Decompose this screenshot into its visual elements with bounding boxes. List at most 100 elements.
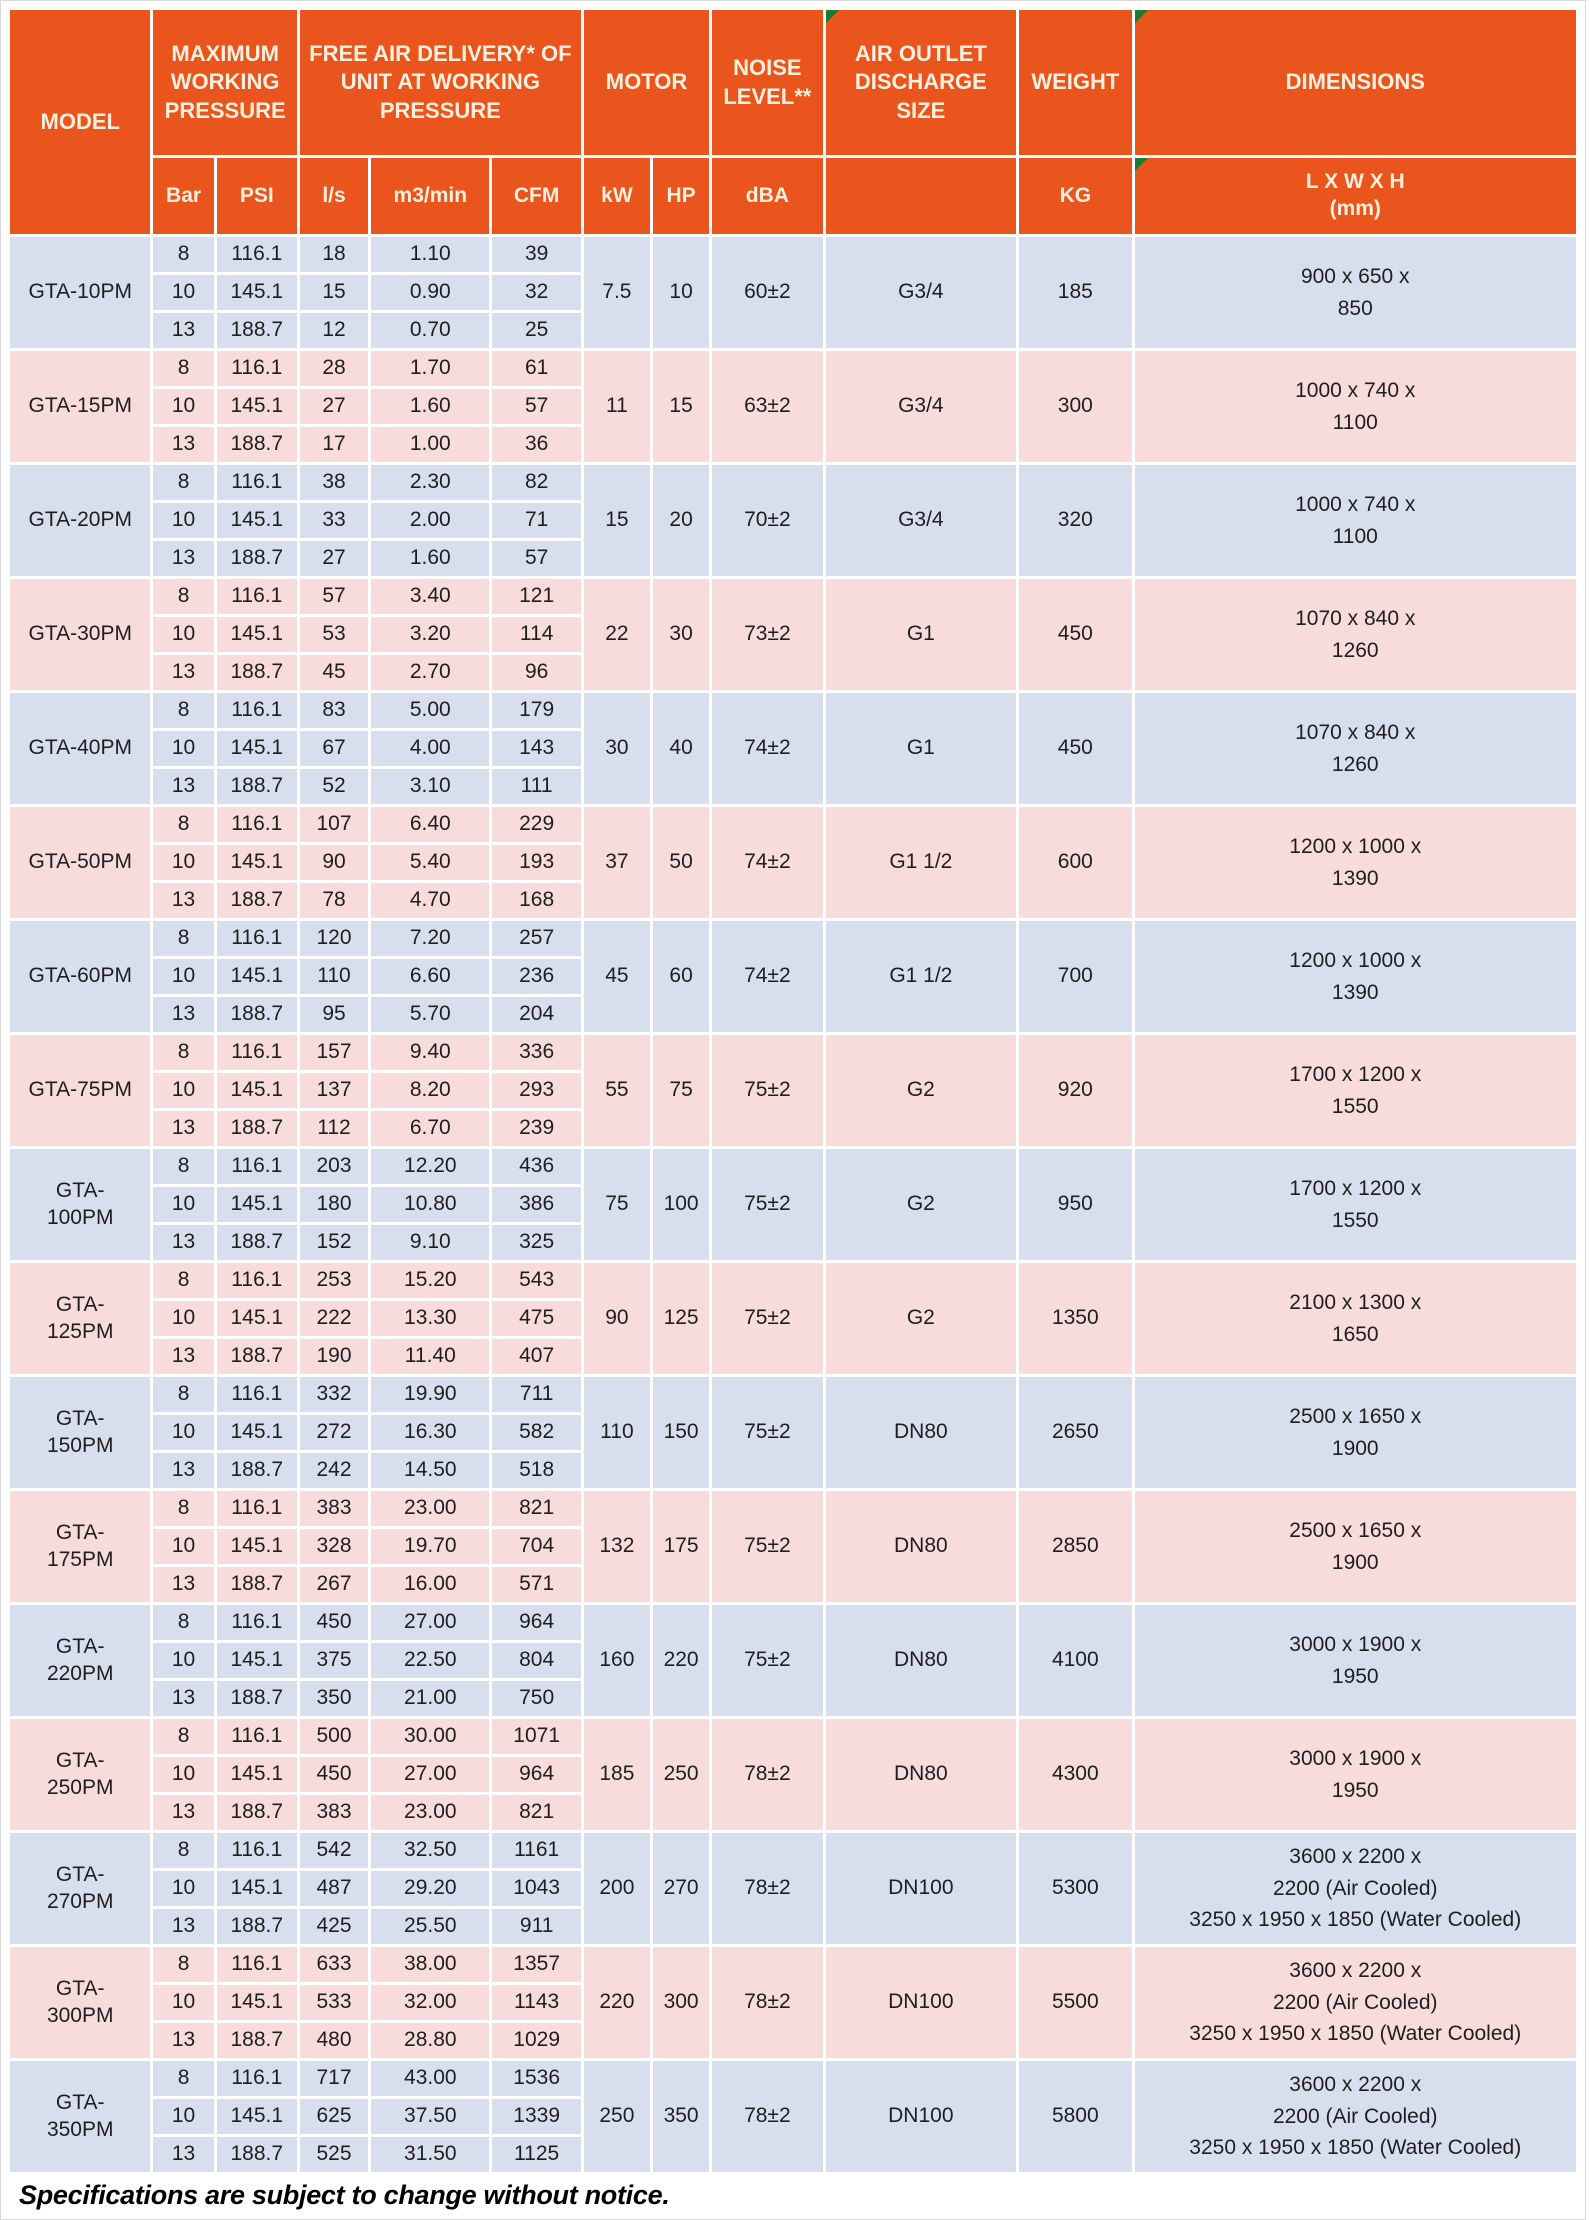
ls-cell: 110 — [299, 959, 369, 994]
psi-cell: 116.1 — [216, 1605, 297, 1640]
psi-cell: 116.1 — [216, 921, 297, 956]
noise-cell: 78±2 — [712, 1719, 823, 1830]
noise-cell: 73±2 — [712, 579, 823, 690]
kw-cell: 45 — [583, 921, 650, 1032]
ls-cell: 533 — [299, 1985, 369, 2020]
m3min-cell: 10.80 — [371, 1187, 490, 1222]
cfm-cell: 143 — [492, 731, 581, 766]
m3min-cell: 9.40 — [371, 1035, 490, 1070]
dimensions-cell: 1200 x 1000 x 1390 — [1134, 807, 1576, 918]
hp-cell: 20 — [653, 465, 710, 576]
cfm-cell: 236 — [492, 959, 581, 994]
ls-cell: 542 — [299, 1833, 369, 1868]
spec-row: GTA- 220PM 8 116.1 450 27.00 964 160 220 75±2 DN80… — [10, 1605, 1576, 1716]
m3min-cell: 32.00 — [371, 1985, 490, 2020]
hp-cell: 30 — [653, 579, 710, 690]
weight-cell: 4300 — [1019, 1719, 1132, 1830]
spec-row: 13 188.7 242 14.50 518 — [10, 1453, 1576, 1488]
header-dimensions: DIMENSIONS — [1134, 10, 1576, 155]
cfm-cell: 114 — [492, 617, 581, 652]
noise-cell: 70±2 — [712, 465, 823, 576]
kw-cell: 30 — [583, 693, 650, 804]
spec-row: 10 145.1 328 19.70 704 — [10, 1529, 1576, 1564]
subheader-outlet-empty — [825, 158, 1017, 234]
m3min-cell: 16.00 — [371, 1567, 490, 1602]
cfm-cell: 1339 — [492, 2099, 581, 2134]
m3min-cell: 1.70 — [371, 351, 490, 386]
outlet-cell: G1 1/2 — [825, 921, 1017, 1032]
cfm-cell: 804 — [492, 1643, 581, 1678]
subheader-kg: KG — [1019, 158, 1132, 234]
m3min-cell: 3.20 — [371, 617, 490, 652]
ls-cell: 253 — [299, 1263, 369, 1298]
outlet-cell: DN100 — [825, 2061, 1017, 2172]
ls-cell: 450 — [299, 1757, 369, 1792]
m3min-cell: 5.70 — [371, 997, 490, 1032]
psi-cell: 145.1 — [216, 1643, 297, 1678]
ls-cell: 180 — [299, 1187, 369, 1222]
ls-cell: 625 — [299, 2099, 369, 2134]
bar-cell: 10 — [153, 959, 214, 994]
psi-cell: 188.7 — [216, 427, 297, 462]
bar-cell: 13 — [153, 1795, 214, 1830]
m3min-cell: 5.00 — [371, 693, 490, 728]
dimensions-cell: 1000 x 740 x 1100 — [1134, 465, 1576, 576]
bar-cell: 13 — [153, 1225, 214, 1260]
spec-row: 10 145.1 533 32.00 1143 — [10, 1985, 1576, 2020]
subheader-dba: dBA — [712, 158, 823, 234]
cfm-cell: 57 — [492, 541, 581, 576]
header-row-2: Bar PSI l/s m3/min CFM kW HP dBA KG L X … — [10, 158, 1576, 234]
cfm-cell: 204 — [492, 997, 581, 1032]
spec-row: 10 145.1 110 6.60 236 — [10, 959, 1576, 994]
ls-cell: 332 — [299, 1377, 369, 1412]
ls-cell: 272 — [299, 1415, 369, 1450]
spec-row: 13 188.7 12 0.70 25 — [10, 313, 1576, 348]
model-cell: GTA-50PM — [10, 807, 151, 918]
cfm-cell: 1143 — [492, 1985, 581, 2020]
noise-cell: 75±2 — [712, 1035, 823, 1146]
m3min-cell: 4.00 — [371, 731, 490, 766]
outlet-cell: G1 — [825, 579, 1017, 690]
psi-cell: 145.1 — [216, 1073, 297, 1108]
ls-cell: 78 — [299, 883, 369, 918]
dimensions-cell: 2500 x 1650 x 1900 — [1134, 1377, 1576, 1488]
cfm-cell: 336 — [492, 1035, 581, 1070]
kw-cell: 220 — [583, 1947, 650, 2058]
m3min-cell: 30.00 — [371, 1719, 490, 1754]
dimensions-cell: 1700 x 1200 x 1550 — [1134, 1149, 1576, 1260]
cfm-cell: 386 — [492, 1187, 581, 1222]
ls-cell: 15 — [299, 275, 369, 310]
m3min-cell: 37.50 — [371, 2099, 490, 2134]
weight-cell: 185 — [1019, 237, 1132, 348]
m3min-cell: 15.20 — [371, 1263, 490, 1298]
bar-cell: 10 — [153, 2099, 214, 2134]
kw-cell: 200 — [583, 1833, 650, 1944]
bar-cell: 13 — [153, 655, 214, 690]
ls-cell: 480 — [299, 2023, 369, 2058]
cfm-cell: 704 — [492, 1529, 581, 1564]
bar-cell: 13 — [153, 1111, 214, 1146]
psi-cell: 145.1 — [216, 731, 297, 766]
psi-cell: 188.7 — [216, 1681, 297, 1716]
cfm-cell: 543 — [492, 1263, 581, 1298]
model-cell: GTA-75PM — [10, 1035, 151, 1146]
bar-cell: 8 — [153, 1719, 214, 1754]
noise-cell: 74±2 — [712, 807, 823, 918]
dimensions-cell: 3600 x 2200 x 2200 (Air Cooled) 3250 x 195… — [1134, 2061, 1576, 2172]
subheader-bar: Bar — [153, 158, 214, 234]
bar-cell: 10 — [153, 1871, 214, 1906]
cfm-cell: 1161 — [492, 1833, 581, 1868]
cfm-cell: 911 — [492, 1909, 581, 1944]
m3min-cell: 27.00 — [371, 1757, 490, 1792]
comment-flag-icon — [1134, 10, 1148, 23]
bar-cell: 13 — [153, 997, 214, 1032]
m3min-cell: 3.40 — [371, 579, 490, 614]
hp-cell: 60 — [653, 921, 710, 1032]
spec-row: GTA-40PM 8 116.1 83 5.00 179 30 40 74±2 G1 450 1070… — [10, 693, 1576, 804]
bar-cell: 10 — [153, 389, 214, 424]
ls-cell: 425 — [299, 1909, 369, 1944]
hp-cell: 220 — [653, 1605, 710, 1716]
psi-cell: 116.1 — [216, 693, 297, 728]
m3min-cell: 16.30 — [371, 1415, 490, 1450]
outlet-cell: G2 — [825, 1263, 1017, 1374]
